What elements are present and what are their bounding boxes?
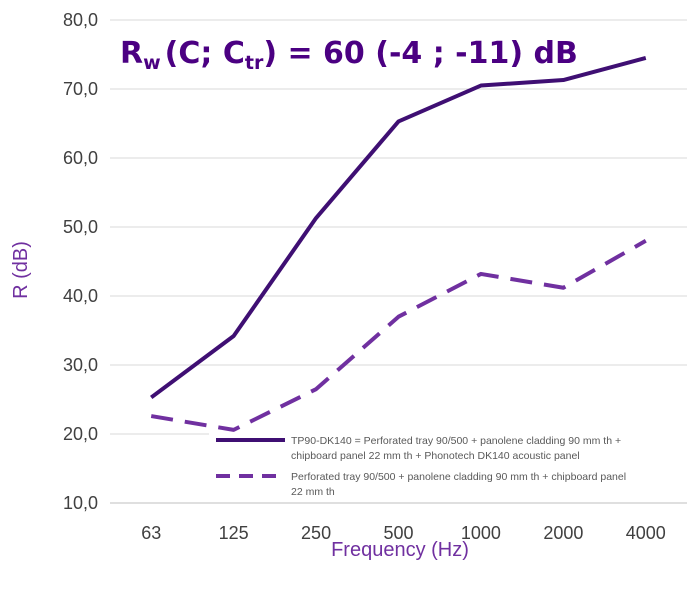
- series-line-2: [150, 239, 647, 432]
- x-tick-label: 250: [301, 523, 331, 543]
- y-tick-label: 60,0: [63, 148, 98, 168]
- legend-background: [209, 432, 687, 486]
- y-tick-label: 20,0: [63, 424, 98, 444]
- annotation-sub-w: w: [143, 52, 161, 74]
- legend-label-series1-line1: TP90-DK140 = Perforated tray 90/500 + pa…: [291, 435, 621, 447]
- x-axis-ticks: 63 125 250 500 1000 2000 4000: [141, 523, 666, 543]
- series-lines: [150, 56, 647, 432]
- legend: TP90-DK140 = Perforated tray 90/500 + pa…: [209, 432, 687, 498]
- y-tick-label: 80,0: [63, 10, 98, 30]
- annotation-sub-tr: tr: [245, 52, 264, 74]
- legend-label-series2-line1: Perforated tray 90/500 + panolene claddi…: [291, 471, 626, 483]
- annotation-open: (C; C: [165, 36, 245, 71]
- legend-label-series2-line2: 22 mm th: [291, 486, 335, 498]
- legend-label-series1-line2: chipboard panel 22 mm th + Phonotech DK1…: [291, 450, 580, 462]
- x-axis-label: Frequency (Hz): [331, 539, 469, 561]
- annotation-base: R: [120, 36, 143, 71]
- y-tick-label: 50,0: [63, 217, 98, 237]
- grid-lines: [110, 19, 687, 504]
- series-line-1: [150, 56, 647, 400]
- y-tick-label: 40,0: [63, 286, 98, 306]
- y-tick-label: 70,0: [63, 79, 98, 99]
- y-tick-label: 10,0: [63, 493, 98, 513]
- x-tick-label: 63: [141, 523, 161, 543]
- x-tick-label: 1000: [461, 523, 501, 543]
- rw-annotation: Rw (C; Ctr) = 60 (-4 ; -11) dB: [120, 36, 578, 74]
- y-axis-ticks: 10,0 20,0 30,0 40,0 50,0 60,0 70,0 80,0: [63, 10, 98, 513]
- x-tick-label: 125: [219, 523, 249, 543]
- y-tick-label: 30,0: [63, 355, 98, 375]
- x-tick-label: 500: [383, 523, 413, 543]
- annotation-close: ) = 60 (-4 ; -11) dB: [263, 36, 578, 71]
- x-tick-label: 4000: [626, 523, 666, 543]
- y-axis-label: R (dB): [10, 241, 32, 299]
- x-tick-label: 2000: [543, 523, 583, 543]
